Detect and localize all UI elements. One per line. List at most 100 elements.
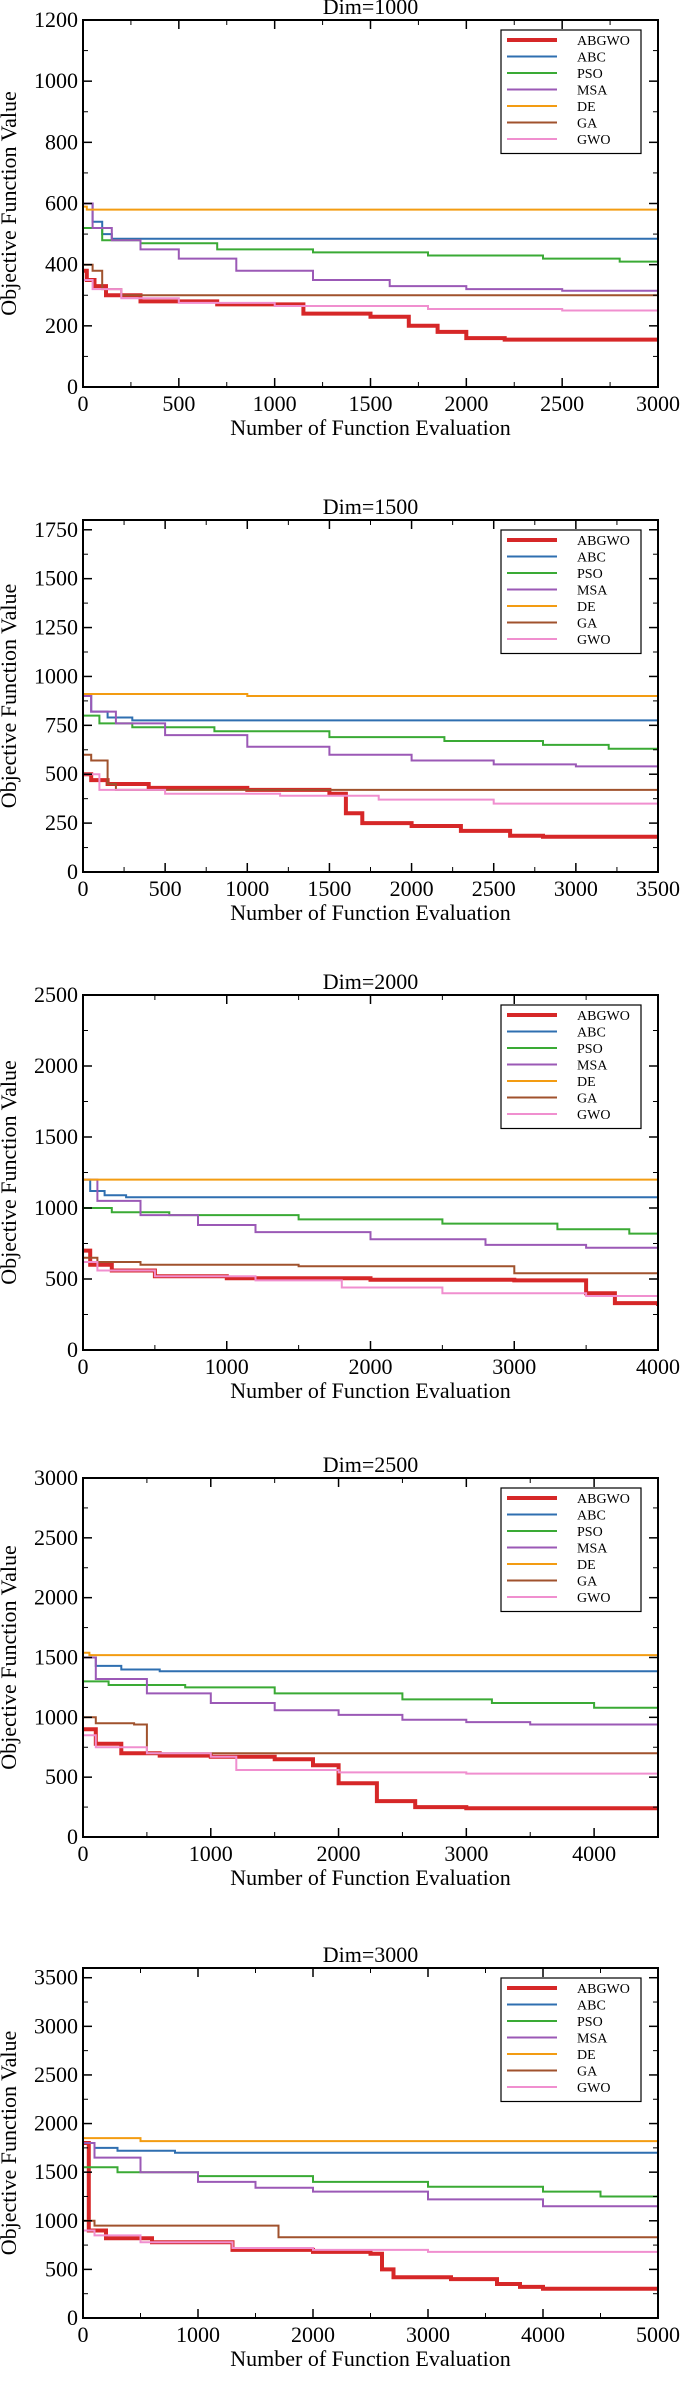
x-tick-label: 0 xyxy=(78,391,89,416)
x-axis-label: Number of Function Evaluation xyxy=(230,1865,510,1890)
y-tick-label: 1750 xyxy=(34,517,78,542)
y-tick-label: 1000 xyxy=(34,1195,78,1220)
y-tick-label: 1500 xyxy=(34,1124,78,1149)
y-tick-label: 2000 xyxy=(34,2111,78,2136)
series-line-pso xyxy=(83,227,658,265)
x-tick-label: 1000 xyxy=(189,1841,233,1866)
series-line-abc xyxy=(83,1656,658,1673)
legend-label-abc: ABC xyxy=(577,51,606,66)
series-line-ga xyxy=(83,1716,658,1755)
x-tick-label: 3000 xyxy=(444,1841,488,1866)
y-tick-label: 500 xyxy=(45,1266,78,1291)
y-tick-label: 1000 xyxy=(34,68,78,93)
y-tick-label: 2500 xyxy=(34,1525,78,1550)
legend-box xyxy=(500,1487,642,1613)
y-tick-label: 250 xyxy=(45,810,78,835)
y-axis-label: Objective Function Value xyxy=(0,91,21,315)
chart-title: Dim=3000 xyxy=(323,1942,419,1967)
y-axis-label: Objective Function Value xyxy=(0,584,21,808)
legend-label-msa: MSA xyxy=(577,584,608,599)
x-tick-label: 2500 xyxy=(472,876,516,901)
y-tick-label: 1000 xyxy=(34,1704,78,1729)
y-tick-label: 0 xyxy=(67,1824,78,1849)
y-tick-label: 400 xyxy=(45,252,78,277)
y-axis-label: Objective Function Value xyxy=(0,2031,21,2255)
x-tick-label: 3000 xyxy=(636,391,680,416)
x-tick-label: 500 xyxy=(149,876,182,901)
x-tick-label: 1500 xyxy=(349,391,393,416)
series-line-de xyxy=(83,2137,658,2143)
x-tick-label: 3500 xyxy=(636,876,680,901)
y-tick-label: 1000 xyxy=(34,2208,78,2233)
y-tick-label: 600 xyxy=(45,191,78,216)
series-line-pso xyxy=(83,1207,658,1237)
legend-label-pso: PSO xyxy=(577,2015,603,2030)
series-line-abgwo xyxy=(83,1727,658,1811)
legend-label-ga: GA xyxy=(577,617,598,632)
series-group xyxy=(83,693,658,839)
series-line-gwo xyxy=(83,1734,658,1775)
legend-label-pso: PSO xyxy=(577,1525,603,1540)
series-line-abgwo xyxy=(83,772,658,839)
x-tick-label: 1000 xyxy=(253,391,297,416)
series-group xyxy=(83,1651,658,1811)
legend-label-abc: ABC xyxy=(577,1509,606,1524)
y-tick-label: 0 xyxy=(67,2305,78,2330)
legend-label-gwo: GWO xyxy=(577,633,610,648)
x-tick-label: 2000 xyxy=(390,876,434,901)
series-line-ga xyxy=(83,2219,658,2239)
legend-label-abgwo: ABGWO xyxy=(577,1492,630,1507)
legend-box xyxy=(500,1004,642,1130)
series-line-gwo xyxy=(83,773,658,805)
chart-panel-4: Dim=2500 0 1000 2000 3000 4000 0 500 1000 1500 200… xyxy=(0,1452,659,1890)
legend-label-msa: MSA xyxy=(577,1059,608,1074)
series-line-de xyxy=(83,693,658,698)
x-tick-label: 4000 xyxy=(636,1354,680,1379)
x-tick-label: 500 xyxy=(162,391,195,416)
legend-label-msa: MSA xyxy=(577,2032,608,2047)
legend-label-pso: PSO xyxy=(577,567,603,582)
x-tick-label: 1000 xyxy=(205,1354,249,1379)
chart-title: Dim=1000 xyxy=(323,0,419,19)
x-tick-label: 2500 xyxy=(540,391,584,416)
series-line-abgwo xyxy=(83,268,658,342)
y-tick-label: 2000 xyxy=(34,1585,78,1610)
y-tick-label: 1500 xyxy=(34,1645,78,1670)
legend-label-abgwo: ABGWO xyxy=(577,1009,630,1024)
series-line-msa xyxy=(83,1178,658,1250)
legend-label-abgwo: ABGWO xyxy=(577,534,630,549)
x-tick-label: 0 xyxy=(78,1841,89,1866)
series-group xyxy=(83,1178,658,1306)
legend-label-abgwo: ABGWO xyxy=(577,34,630,49)
x-tick-label: 0 xyxy=(78,1354,89,1379)
legend-label-msa: MSA xyxy=(577,1542,608,1557)
chart-title: Dim=1500 xyxy=(323,494,419,519)
y-tick-label: 800 xyxy=(45,129,78,154)
series-line-ga xyxy=(83,753,658,791)
legend-label-ga: GA xyxy=(577,117,598,132)
x-tick-label: 1000 xyxy=(225,876,269,901)
y-tick-label: 3000 xyxy=(34,2013,78,2038)
series-line-abgwo xyxy=(83,1248,658,1306)
x-tick-label: 4000 xyxy=(521,2322,565,2347)
y-tick-label: 1500 xyxy=(34,566,78,591)
y-tick-label: 500 xyxy=(45,2256,78,2281)
legend-label-abc: ABC xyxy=(577,1999,606,2014)
legend-label-abc: ABC xyxy=(577,551,606,566)
y-tick-label: 200 xyxy=(45,313,78,338)
x-tick-label: 5000 xyxy=(636,2322,680,2347)
y-tick-label: 2500 xyxy=(34,2062,78,2087)
legend-label-gwo: GWO xyxy=(577,1108,610,1123)
legend-label-msa: MSA xyxy=(577,84,608,99)
x-tick-label: 0 xyxy=(78,876,89,901)
legend-label-gwo: GWO xyxy=(577,133,610,148)
chart-panel-3: Dim=2000 0 1000 2000 3000 4000 0 500 1000 1500 200… xyxy=(0,969,680,1403)
legend-box xyxy=(500,529,642,655)
y-tick-label: 0 xyxy=(67,374,78,399)
x-tick-label: 1500 xyxy=(307,876,351,901)
x-axis-label: Number of Function Evaluation xyxy=(230,415,510,440)
